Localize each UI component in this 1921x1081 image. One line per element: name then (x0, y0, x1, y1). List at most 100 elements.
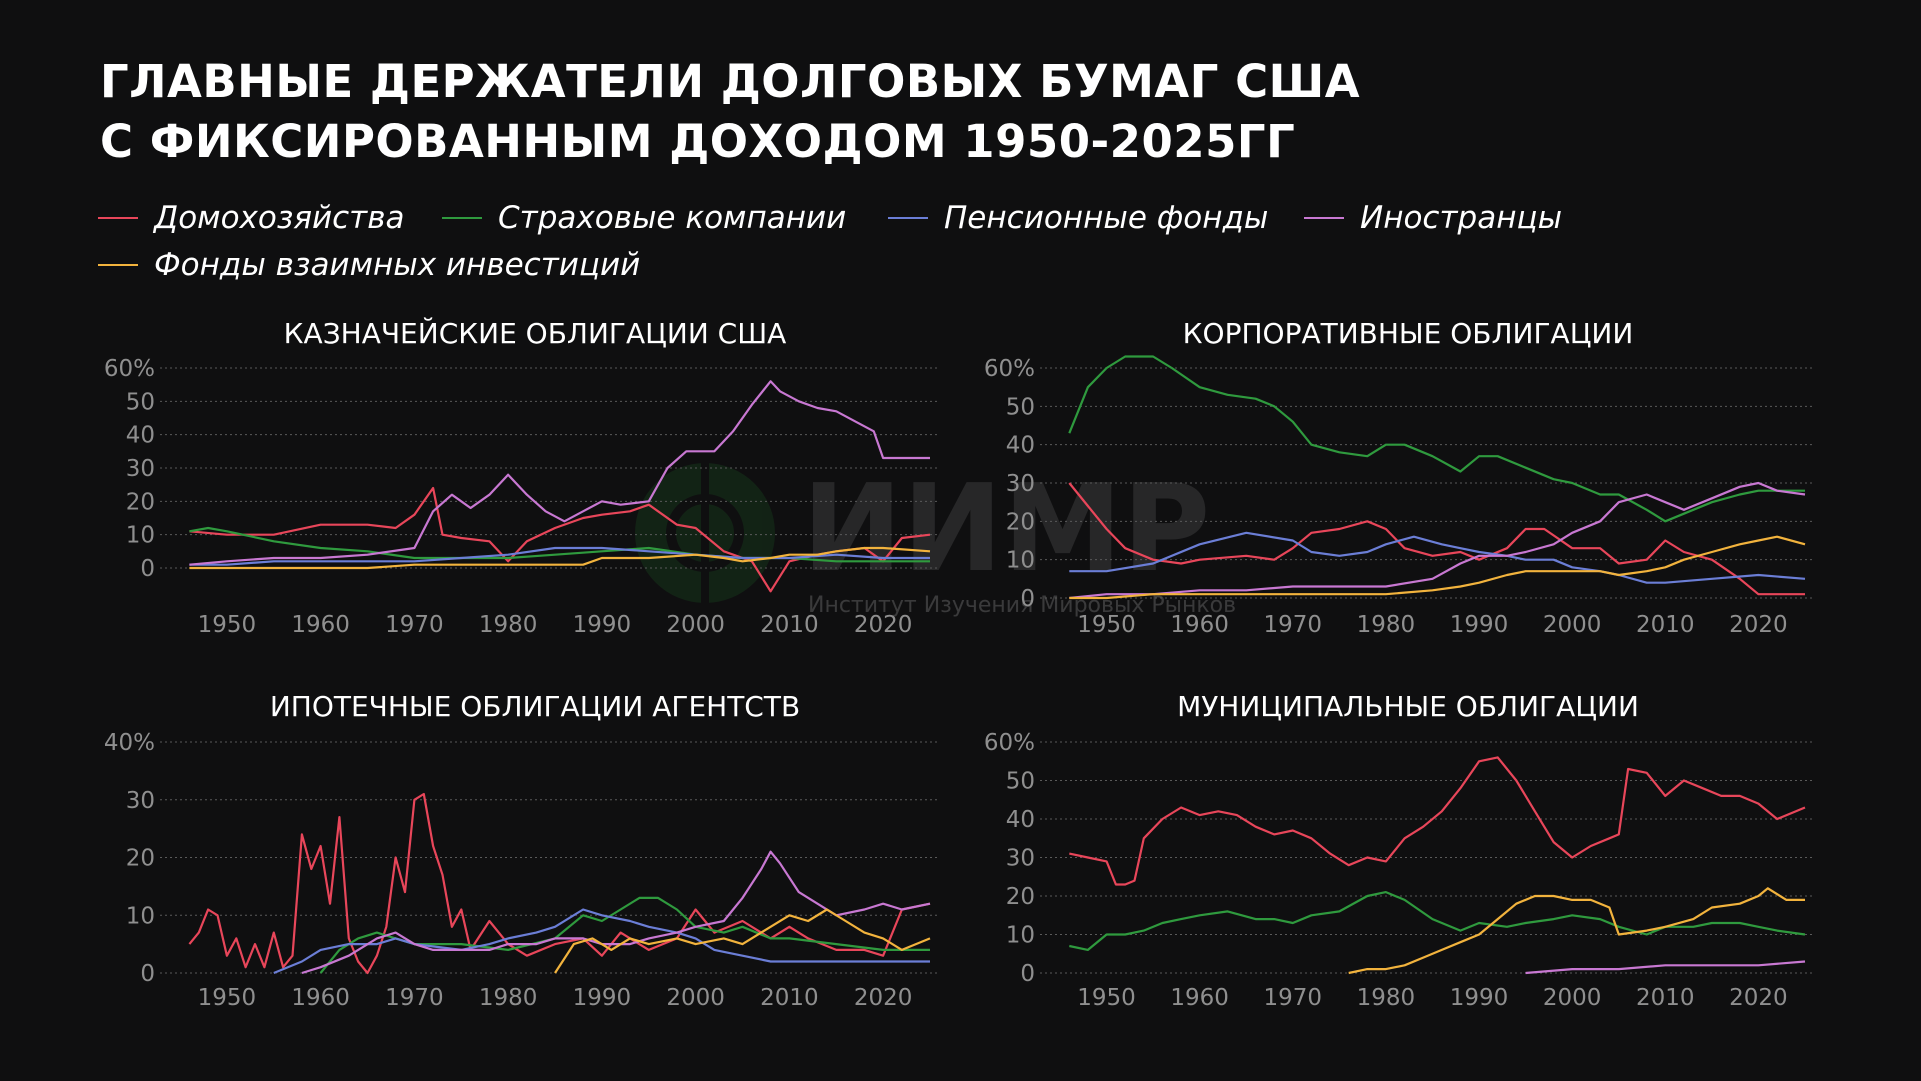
series-line-households (188, 792, 931, 975)
x-tick-label: 1950 (1077, 612, 1136, 638)
series-line-foreign (1525, 960, 1806, 975)
chart-2: КОРПОРАТИВНЫЕ ОБЛИГАЦИИ60%50403020100195… (984, 317, 1815, 638)
x-tick-label: 1960 (1170, 985, 1229, 1011)
series-line-insurance (319, 896, 930, 974)
series-line-foreign (189, 380, 930, 566)
series-line-pension (273, 908, 930, 975)
x-tick-label: 1970 (1264, 985, 1323, 1011)
x-tick-label: 2000 (1543, 985, 1602, 1011)
y-tick-label: 0 (140, 961, 155, 987)
chart-4: МУНИЦИПАЛЬНЫЕ ОБЛИГАЦИИ60%50403020100195… (984, 690, 1815, 1011)
legend-swatch-pension (888, 217, 928, 219)
series-line-households (1069, 756, 1806, 886)
x-tick-label: 2020 (1729, 985, 1788, 1011)
x-tick-label: 1960 (291, 612, 350, 638)
page-title: ГЛАВНЫЕ ДЕРЖАТЕЛИ ДОЛГОВЫХ БУМАГ США С Ф… (100, 52, 1360, 172)
x-tick-label: 2000 (1543, 612, 1602, 638)
y-tick-label: 30 (126, 456, 155, 482)
x-tick-label: 1970 (1264, 612, 1323, 638)
x-tick-label: 2020 (1729, 612, 1788, 638)
legend-swatch-households (98, 217, 138, 219)
x-tick-label: 2020 (854, 612, 913, 638)
chart-title: КАЗНАЧЕЙСКИЕ ОБЛИГАЦИИ США (284, 316, 787, 350)
x-tick-label: 2020 (854, 985, 913, 1011)
x-tick-label: 1960 (1170, 612, 1229, 638)
x-tick-label: 2010 (1636, 985, 1695, 1011)
legend-item-pension: Пенсионные фонды (888, 200, 1268, 236)
chart-3: ИПОТЕЧНЫЕ ОБЛИГАЦИИ АГЕНТСТВ40%302010019… (104, 690, 940, 1011)
series-line-mutual (1348, 887, 1805, 975)
y-tick-label: 40% (104, 730, 155, 756)
y-tick-label: 10 (1006, 548, 1035, 574)
x-tick-label: 1990 (1450, 985, 1509, 1011)
page-title-line2: С ФИКСИРОВАННЫМ ДОХОДОМ 1950-2025ГГ (100, 115, 1296, 168)
legend-swatch-foreign (1304, 217, 1344, 219)
series-line-foreign (1069, 481, 1806, 600)
y-tick-label: 0 (1020, 961, 1035, 987)
y-tick-label: 30 (1006, 471, 1035, 497)
series-line-insurance (1068, 355, 1805, 523)
legend-label-foreign: Иностранцы (1360, 200, 1563, 236)
x-tick-label: 2010 (760, 612, 819, 638)
y-tick-label: 0 (1020, 586, 1035, 612)
x-tick-label: 1950 (1077, 985, 1136, 1011)
x-tick-label: 1990 (573, 985, 632, 1011)
y-tick-label: 20 (126, 489, 155, 515)
series-line-mutual (554, 908, 931, 974)
x-tick-label: 1960 (291, 985, 350, 1011)
y-tick-label: 30 (1006, 846, 1035, 872)
y-tick-label: 10 (126, 523, 155, 549)
legend-item-insurance: Страховые компании (442, 200, 846, 236)
x-tick-label: 1950 (198, 612, 257, 638)
chart-title: МУНИЦИПАЛЬНЫЕ ОБЛИГАЦИИ (1177, 690, 1639, 723)
legend-label-households: Домохозяйства (154, 200, 405, 236)
series-line-households (1068, 482, 1805, 596)
chart-1: КАЗНАЧЕЙСКИЕ ОБЛИГАЦИИ США60%50403020100… (104, 316, 940, 638)
series-line-mutual (189, 546, 931, 570)
y-tick-label: 0 (140, 556, 155, 582)
legend-swatch-insurance (442, 217, 482, 219)
x-tick-label: 2010 (1636, 612, 1695, 638)
y-tick-label: 60% (984, 356, 1035, 382)
x-tick-label: 2000 (666, 612, 725, 638)
y-tick-label: 10 (1006, 923, 1035, 949)
y-tick-label: 40 (126, 423, 155, 449)
x-tick-label: 1970 (385, 612, 444, 638)
x-tick-label: 2000 (666, 985, 725, 1011)
chart-title: ИПОТЕЧНЫЕ ОБЛИГАЦИИ АГЕНТСТВ (270, 690, 800, 723)
legend-swatch-mutual (98, 264, 138, 266)
y-tick-label: 50 (1006, 394, 1035, 420)
series-line-insurance (1069, 891, 1806, 951)
y-tick-label: 60% (104, 356, 155, 382)
x-tick-label: 1980 (479, 612, 538, 638)
y-tick-label: 20 (1006, 884, 1035, 910)
page-title-line1: ГЛАВНЫЕ ДЕРЖАТЕЛИ ДОЛГОВЫХ БУМАГ США (100, 55, 1361, 108)
y-tick-label: 40 (1006, 433, 1035, 459)
y-tick-label: 40 (1006, 807, 1035, 833)
y-tick-label: 50 (1006, 769, 1035, 795)
x-tick-label: 1980 (1357, 612, 1416, 638)
legend-item-foreign: Иностранцы (1304, 200, 1562, 236)
legend-label-mutual: Фонды взаимных инвестиций (154, 247, 641, 283)
legend-label-pension: Пенсионные фонды (944, 200, 1269, 236)
legend-item-households: Домохозяйства (98, 200, 405, 236)
series-line-mutual (1069, 535, 1806, 600)
chart-title: КОРПОРАТИВНЫЕ ОБЛИГАЦИИ (1183, 317, 1634, 350)
y-tick-label: 50 (126, 389, 155, 415)
y-tick-label: 60% (984, 730, 1035, 756)
y-tick-label: 20 (1006, 509, 1035, 535)
x-tick-label: 1980 (479, 985, 538, 1011)
series-line-pension (189, 546, 930, 566)
series-line-pension (1069, 531, 1806, 584)
x-tick-label: 2010 (760, 985, 819, 1011)
x-tick-label: 1950 (198, 985, 257, 1011)
x-tick-label: 1970 (385, 985, 444, 1011)
legend-label-insurance: Страховые компании (498, 200, 847, 236)
y-tick-label: 10 (126, 903, 155, 929)
legend-item-mutual: Фонды взаимных инвестиций (98, 247, 640, 283)
series-line-households (189, 486, 931, 593)
x-tick-label: 1990 (1450, 612, 1509, 638)
x-tick-label: 1980 (1357, 985, 1416, 1011)
x-tick-label: 1990 (573, 612, 632, 638)
